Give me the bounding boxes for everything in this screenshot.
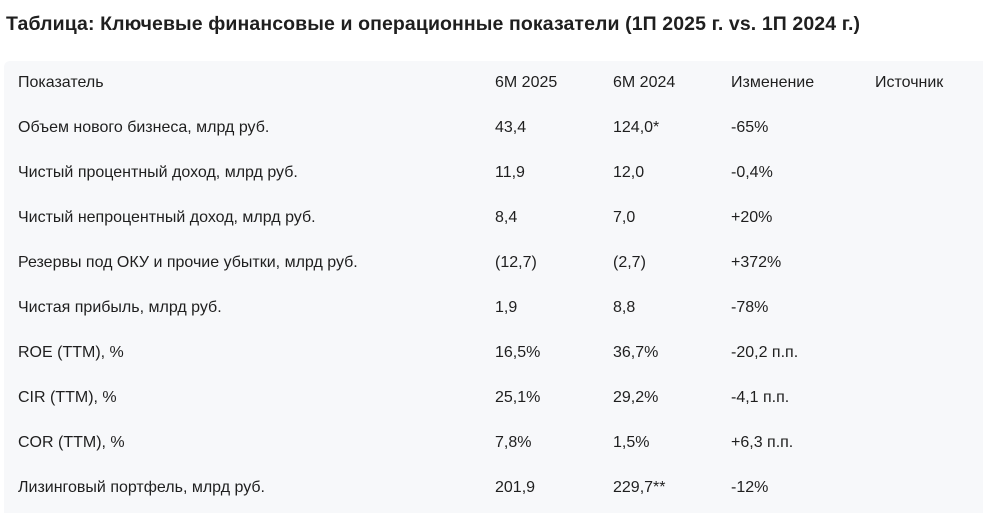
header-change: Изменение — [731, 74, 815, 91]
table-row: COR (TTM), % 7,8% 1,5% +6,3 п.п. — [4, 420, 983, 465]
table-row: CIR (TTM), % 25,1% 29,2% -4,1 п.п. — [4, 375, 983, 420]
row-source-cell — [875, 105, 983, 150]
row-2024-cell: 124,0* — [613, 118, 660, 136]
row-indicator-cell: Чистый процентный доход, млрд руб. — [18, 163, 298, 181]
row-change-cell: -0,4% — [731, 163, 773, 181]
row-source-cell — [875, 330, 983, 375]
table-row: Чистый процентный доход, млрд руб. 11,9 … — [4, 150, 983, 195]
table-row: Объем нового бизнеса, млрд руб. 43,4 124… — [4, 105, 983, 150]
row-change-cell: -78% — [731, 298, 769, 316]
row-indicator-cell: COR (TTM), % — [18, 433, 125, 451]
row-2025-cell: 7,8% — [495, 433, 532, 451]
table-row: ROE (TTM), % 16,5% 36,7% -20,2 п.п. — [4, 330, 983, 375]
header-indicator: Показатель — [18, 74, 104, 91]
row-2025-cell: (12,7) — [495, 253, 537, 271]
row-2024-cell: 8,8 — [613, 298, 636, 316]
row-2025-cell: 16,5% — [495, 343, 541, 361]
row-indicator-cell: Объем нового бизнеса, млрд руб. — [18, 118, 270, 136]
row-2024-cell: 12,0 — [613, 163, 645, 181]
table-title: Таблица: Ключевые финансовые и операцион… — [6, 13, 861, 35]
table-row: Чистая прибыль, млрд руб. 1,9 8,8 -78% — [4, 285, 983, 330]
header-6m-2024: 6М 2024 — [613, 74, 676, 91]
row-2025-cell: 11,9 — [495, 163, 525, 181]
row-source-cell — [875, 240, 983, 285]
table-header-row: Показатель 6М 2025 6М 2024 Изменение Ист… — [4, 61, 983, 105]
row-indicator-cell: ROE (TTM), % — [18, 343, 124, 361]
row-source-cell — [875, 375, 983, 420]
row-change-cell: +20% — [731, 208, 773, 226]
row-source-cell — [875, 420, 983, 465]
row-source-cell — [875, 195, 983, 240]
table-row: Лизинговый портфель, млрд руб. 201,9 229… — [4, 465, 983, 510]
row-change-cell: -12% — [731, 478, 769, 496]
row-2024-cell: (2,7) — [613, 253, 646, 271]
row-2025-cell: 43,4 — [495, 118, 527, 136]
row-change-cell: -65% — [731, 118, 769, 136]
row-2024-cell: 1,5% — [613, 433, 650, 451]
row-source-cell — [875, 465, 983, 510]
row-change-cell: -4,1 п.п. — [731, 388, 790, 406]
row-indicator-cell: CIR (TTM), % — [18, 388, 117, 406]
row-2024-cell: 7,0 — [613, 208, 636, 226]
row-indicator-cell: Лизинговый портфель, млрд руб. — [18, 478, 265, 496]
row-2025-cell: 8,4 — [495, 208, 518, 226]
header-6m-2025: 6М 2025 — [495, 74, 558, 91]
row-change-cell: +372% — [731, 253, 782, 271]
row-2025-cell: 201,9 — [495, 478, 536, 496]
row-source-cell — [875, 285, 983, 330]
table-row: Резервы под ОКУ и прочие убытки, млрд ру… — [4, 240, 983, 285]
row-indicator-cell: Чистый непроцентный доход, млрд руб. — [18, 208, 316, 226]
header-source: Источник — [875, 74, 944, 91]
row-change-cell: -20,2 п.п. — [731, 343, 799, 361]
row-source-cell — [875, 150, 983, 195]
metrics-table-container: Показатель 6М 2025 6М 2024 Изменение Ист… — [4, 61, 983, 513]
row-2025-cell: 25,1% — [495, 388, 541, 406]
table-row: Чистый непроцентный доход, млрд руб. 8,4… — [4, 195, 983, 240]
row-indicator-cell: Резервы под ОКУ и прочие убытки, млрд ру… — [18, 253, 358, 271]
row-indicator-cell: Чистая прибыль, млрд руб. — [18, 298, 222, 316]
metrics-table: Показатель 6М 2025 6М 2024 Изменение Ист… — [4, 61, 983, 510]
row-change-cell: +6,3 п.п. — [731, 433, 794, 451]
row-2024-cell: 36,7% — [613, 343, 659, 361]
row-2024-cell: 229,7** — [613, 478, 666, 496]
row-2024-cell: 29,2% — [613, 388, 659, 406]
row-2025-cell: 1,9 — [495, 298, 518, 316]
